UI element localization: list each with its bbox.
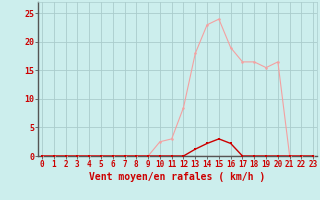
X-axis label: Vent moyen/en rafales ( km/h ): Vent moyen/en rafales ( km/h ): [90, 172, 266, 182]
